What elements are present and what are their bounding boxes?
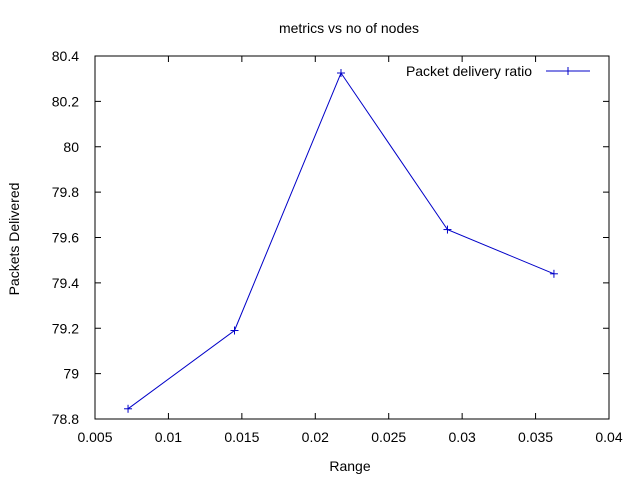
y-tick-label: 79.6 [52,230,79,246]
y-tick-label: 79.2 [52,320,79,336]
y-axis: 78.8 79 79.2 79.4 79.6 79.8 80 80.2 80.4 [52,48,609,427]
data-point [230,326,239,335]
y-tick-label: 80 [63,139,79,155]
x-tick-label: 0.02 [302,429,329,445]
x-tick-label: 0.025 [371,429,406,445]
y-tick-label: 80.2 [52,93,79,109]
data-point [549,269,558,278]
x-tick-label: 0.005 [77,429,112,445]
y-tick-label: 80.4 [52,48,79,64]
y-tick-label: 79.4 [52,275,79,291]
y-axis-label: Packets Delivered [6,183,22,296]
data-point [124,404,133,413]
y-tick-label: 79 [63,366,79,382]
series-group [124,69,558,413]
y-tick-label: 79.8 [52,184,79,200]
series-line [127,71,555,410]
x-tick-label: 0.035 [518,429,553,445]
plot-frame [94,55,610,420]
y-tick-label: 78.8 [52,411,79,427]
x-tick-label: 0.03 [449,429,476,445]
data-point [336,69,345,78]
x-tick-label: 0.01 [155,429,182,445]
x-tick-label: 0.04 [595,429,622,445]
x-axis-label: Range [329,458,370,474]
chart-title: metrics vs no of nodes [279,20,419,36]
x-tick-label: 0.015 [224,429,259,445]
data-point [443,225,452,234]
legend: Packet delivery ratio [406,63,590,79]
legend-label: Packet delivery ratio [406,63,532,79]
x-axis: 0.005 0.01 0.015 0.02 0.025 0.03 0.035 0.04 [77,56,623,445]
